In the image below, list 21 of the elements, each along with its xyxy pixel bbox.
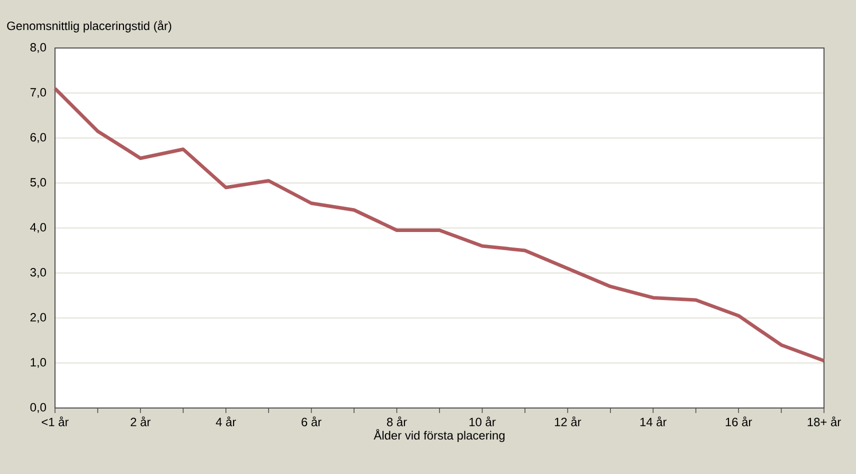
x-tick-label: 16 år	[726, 416, 752, 426]
y-tick-label: 3,0	[30, 268, 46, 278]
x-tick-label: 2 år	[130, 416, 151, 426]
x-tick-label: 4 år	[216, 416, 236, 426]
y-tick-label: 0,0	[30, 403, 46, 413]
y-tick-label: 1,0	[30, 358, 46, 368]
x-tick-label: 14 år	[640, 416, 667, 426]
x-tick-label: 10 år	[470, 416, 496, 426]
x-tick-label: 8 år	[387, 416, 407, 426]
x-tick-label: <1 år	[42, 416, 69, 426]
x-tick-label: 12 år	[554, 416, 582, 426]
x-axis-title: Ålder vid första placering	[374, 429, 504, 442]
y-tick-label: 5,0	[30, 178, 46, 188]
y-axis-title: Genomsnittlig placeringstid (år)	[7, 20, 172, 32]
x-tick-label: 6 år	[302, 416, 322, 426]
y-tick-label: 7,0	[30, 88, 46, 98]
y-tick-label: 4,0	[30, 223, 46, 233]
x-tick-label: 18+ år	[808, 416, 841, 426]
y-tick-label: 8,0	[30, 43, 46, 53]
y-tick-label: 6,0	[30, 133, 46, 143]
y-tick-label: 2,0	[30, 313, 46, 323]
